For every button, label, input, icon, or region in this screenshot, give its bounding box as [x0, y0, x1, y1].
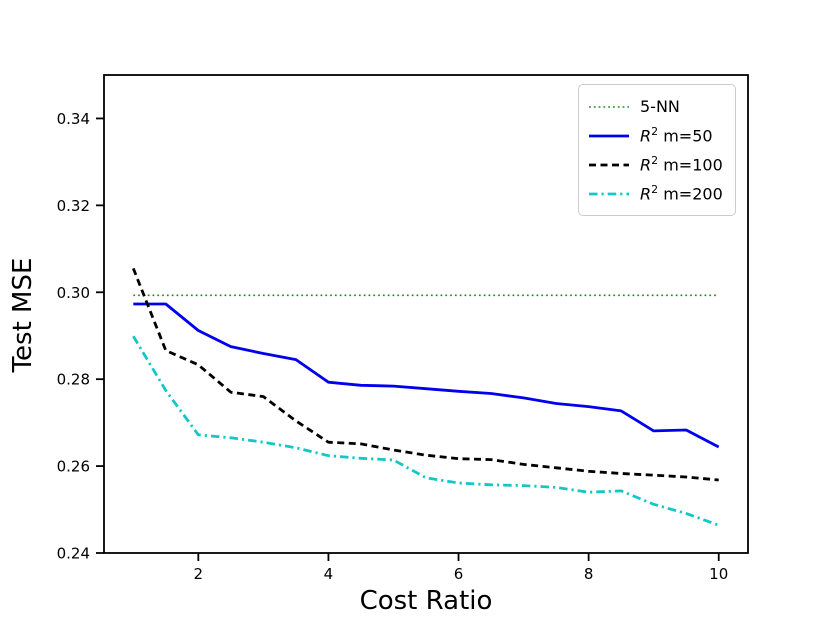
legend-item: R2 m=200 [588, 179, 723, 208]
legend-label: R2 m=50 [640, 125, 713, 146]
x-tick-label: 4 [324, 565, 334, 583]
series-line-r-m-50 [133, 302, 720, 449]
y-axis-label: Test MSE [8, 257, 38, 373]
legend-item: 5-NN [588, 92, 723, 121]
x-tick-label: 2 [194, 565, 204, 583]
x-tick-label: 6 [454, 565, 464, 583]
y-tick-label: 0.28 [57, 371, 90, 389]
legend-line-sample [589, 163, 629, 166]
y-tick-label: 0.32 [57, 197, 90, 215]
legend: 5-NN R2 m=50 R2 m=100 R2 m=200 [578, 84, 736, 216]
legend-line-sample [589, 105, 629, 108]
legend-item: R2 m=50 [588, 121, 723, 150]
y-tick-label: 0.24 [57, 545, 90, 563]
axes-frame [103, 74, 749, 554]
legend-line-sample [589, 134, 629, 137]
x-axis-label: Cost Ratio [359, 586, 493, 616]
y-tick-label: 0.30 [57, 284, 90, 302]
legend-label: R2 m=100 [640, 154, 723, 175]
series-line-r-m-200 [132, 335, 720, 527]
series-line-r-m-100 [131, 267, 719, 482]
x-tick-label: 8 [584, 565, 594, 583]
y-tick-label: 0.26 [57, 458, 90, 476]
legend-line-sample [589, 192, 629, 195]
x-tick-label: 10 [709, 565, 728, 583]
legend-label: 5-NN [640, 97, 680, 116]
y-tick-label: 0.34 [57, 110, 90, 128]
legend-item: R2 m=100 [588, 150, 723, 179]
legend-label: R2 m=200 [640, 183, 723, 204]
